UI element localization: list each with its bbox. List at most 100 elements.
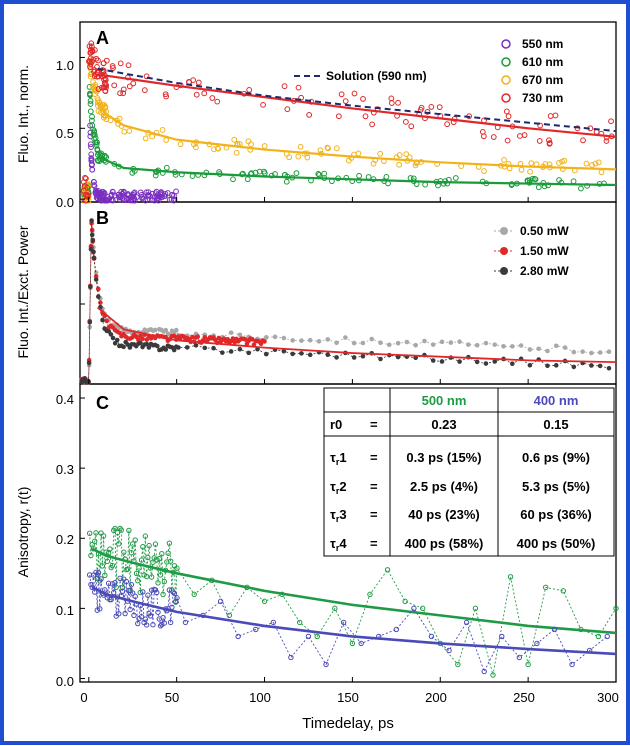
- point-400-nm-73: [235, 633, 241, 640]
- point-400-nm-86: [463, 619, 470, 626]
- point-670-148: [501, 157, 507, 163]
- table-row-tau3-v1: 40 ps (23%): [408, 507, 480, 522]
- panel-a-marks: [80, 40, 617, 204]
- point-670-95: [149, 133, 156, 140]
- trace-150: [81, 223, 265, 383]
- point-500-nm-47: [146, 542, 152, 549]
- legend-730-marker: [501, 93, 511, 103]
- table-row-r0-v1: 0.23: [431, 417, 456, 432]
- point-670-58: [98, 103, 104, 110]
- point-550-59: [88, 155, 95, 162]
- point-150-22: [95, 286, 101, 292]
- point-550-116: [137, 189, 144, 196]
- point-050-49: [152, 327, 158, 333]
- point-610-112: [383, 173, 390, 180]
- point-500-nm-44: [142, 533, 149, 539]
- point-730-72: [505, 113, 512, 120]
- point-730-84: [603, 138, 610, 144]
- point-550-138: [142, 197, 149, 204]
- point-610-81: [189, 173, 196, 180]
- point-500-nm-14: [104, 558, 111, 565]
- point-050-95: [483, 340, 489, 346]
- point-670-78: [556, 160, 562, 166]
- point-280-20: [91, 255, 97, 261]
- point-550-145: [130, 193, 137, 200]
- point-280-92: [457, 359, 462, 364]
- point-400-nm-8: [97, 606, 103, 612]
- point-500-nm-11: [100, 533, 107, 539]
- point-050-76: [316, 339, 322, 344]
- point-610-136: [321, 170, 328, 177]
- point-280-89: [430, 358, 436, 363]
- legend-280-label: 2.80 mW: [520, 264, 569, 278]
- point-050-90: [439, 339, 445, 345]
- point-280-21: [93, 277, 99, 282]
- point-500-nm-46: [145, 554, 151, 561]
- point-730-47: [94, 64, 100, 70]
- point-280-12: [86, 360, 92, 366]
- point-730-95: [295, 84, 302, 91]
- point-500-nm-54: [155, 580, 161, 586]
- point-550-146: [124, 197, 131, 204]
- point-610-138: [293, 170, 300, 177]
- point-730-82: [338, 91, 345, 98]
- point-400-nm-5: [93, 569, 99, 576]
- point-050-107: [589, 350, 594, 356]
- panel-a-ylabel: Fluo. Int., norm.: [15, 65, 31, 163]
- point-550-3: [88, 144, 94, 150]
- point-610-49: [91, 128, 98, 134]
- table-row-tau3-eq: =: [370, 507, 378, 522]
- point-500-nm-93: [595, 633, 602, 640]
- point-670-85: [126, 128, 133, 134]
- point-670-80: [233, 149, 240, 156]
- point-670-99: [177, 141, 184, 148]
- point-730-132: [126, 83, 133, 90]
- point-610-126: [422, 181, 428, 188]
- point-500-nm-45: [143, 573, 150, 580]
- point-050-70: [263, 335, 269, 340]
- x-axis-label: Timedelay, ps: [302, 715, 394, 732]
- point-280-60: [176, 345, 181, 350]
- point-610-8: [87, 101, 94, 107]
- point-400-nm-84: [428, 633, 435, 640]
- point-730-59: [90, 56, 97, 63]
- table-row-tau1-eq: =: [370, 450, 378, 465]
- point-500-nm-74: [261, 598, 268, 605]
- point-150-91: [230, 336, 236, 341]
- point-500-nm-4: [92, 538, 98, 545]
- series-550-points: [81, 122, 179, 204]
- point-050-81: [360, 340, 366, 346]
- figure-svg: A B C Fluo. Int., norm. Fluo. Int./Exct.…: [15, 21, 619, 732]
- point-400-nm-79: [340, 619, 347, 626]
- point-280-94: [474, 359, 480, 365]
- point-730-86: [111, 82, 118, 89]
- legend-050-label: 0.50 mW: [520, 224, 569, 238]
- point-500-nm-5: [93, 530, 99, 536]
- point-400-nm-32: [127, 606, 133, 613]
- point-150-58: [171, 333, 177, 339]
- legend-670-label: 670 nm: [522, 73, 563, 87]
- point-730-134: [546, 140, 553, 146]
- point-670-103: [518, 166, 525, 173]
- point-610-146: [570, 178, 577, 185]
- point-500-nm-58: [160, 591, 166, 598]
- point-550-141: [133, 194, 140, 201]
- point-610-53: [87, 108, 94, 115]
- point-280-42: [138, 340, 143, 346]
- point-500-nm-12: [102, 572, 108, 579]
- point-730-144: [130, 80, 137, 87]
- panel-c-marks: [86, 525, 619, 678]
- fit-670-nm: [96, 102, 617, 171]
- point-400-nm-92: [569, 661, 575, 668]
- point-670-108: [527, 168, 533, 175]
- legend-610-label: 610 nm: [522, 55, 563, 69]
- x-tick-200: 200: [425, 690, 447, 705]
- point-500-nm-21: [113, 584, 119, 590]
- point-400-nm-58: [160, 614, 166, 621]
- point-400-nm-26: [119, 588, 126, 594]
- point-670-94: [598, 169, 605, 176]
- point-730-60: [388, 100, 395, 106]
- point-280-90: [439, 359, 445, 364]
- legend-730-label: 730 nm: [522, 91, 563, 105]
- point-400-nm-23: [116, 611, 122, 617]
